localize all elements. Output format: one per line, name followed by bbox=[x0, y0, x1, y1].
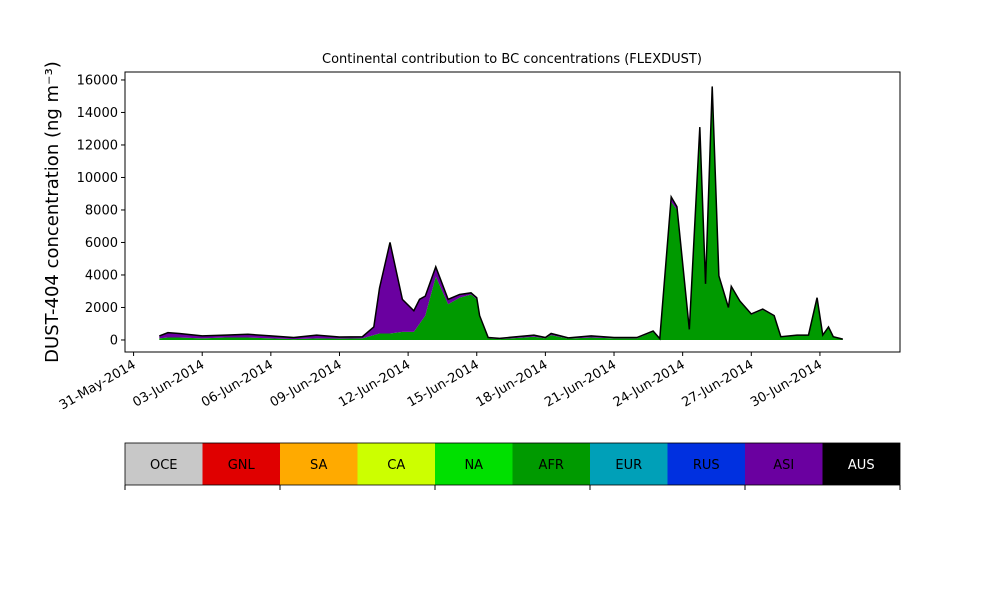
legend-frame bbox=[124, 442, 901, 486]
y-tick-label: 10000 bbox=[77, 171, 118, 186]
legend-swatch bbox=[280, 443, 358, 485]
x-tick-label: 15-Jun-2014 bbox=[405, 357, 482, 410]
legend-label: CA bbox=[387, 458, 405, 473]
y-tick-label: 4000 bbox=[85, 268, 118, 283]
legend-label: SA bbox=[310, 458, 327, 473]
x-tick-label: 30-Jun-2014 bbox=[748, 357, 825, 410]
total-outline bbox=[159, 86, 843, 341]
legend-label: NA bbox=[464, 458, 483, 473]
legend-swatch bbox=[357, 443, 435, 485]
x-tick-label: 12-Jun-2014 bbox=[336, 357, 413, 410]
plot-frame bbox=[124, 71, 901, 353]
y-tick-label: 12000 bbox=[77, 138, 118, 153]
legend-label: GNL bbox=[228, 458, 256, 473]
y-tick-label: 8000 bbox=[85, 203, 118, 218]
y-tick-label: 2000 bbox=[85, 301, 118, 316]
x-tick-label: 31-May-2014 bbox=[57, 357, 139, 413]
legend-swatch bbox=[435, 443, 513, 485]
legend-label: AUS bbox=[848, 458, 875, 473]
x-tick-label: 24-Jun-2014 bbox=[611, 357, 688, 410]
x-tick-label: 27-Jun-2014 bbox=[679, 357, 756, 410]
y-tick-label: 14000 bbox=[77, 106, 118, 121]
legend-label: ASI bbox=[773, 458, 794, 473]
y-axis-label: DUST-404 concentration (ng m⁻³) bbox=[42, 61, 63, 363]
area-afr bbox=[159, 88, 843, 340]
legend-label: AFR bbox=[539, 458, 564, 473]
legend-swatch bbox=[125, 443, 203, 485]
x-tick-label: 21-Jun-2014 bbox=[542, 357, 619, 410]
legend-label: OCE bbox=[150, 458, 178, 473]
chart-title: Continental contribution to BC concentra… bbox=[322, 52, 702, 67]
y-tick-label: 16000 bbox=[77, 73, 118, 88]
x-tick-label: 06-Jun-2014 bbox=[199, 357, 276, 410]
legend-label: RUS bbox=[693, 458, 720, 473]
x-tick-label: 18-Jun-2014 bbox=[474, 357, 551, 410]
y-tick-label: 0 bbox=[110, 333, 118, 348]
x-tick-label: 09-Jun-2014 bbox=[268, 357, 345, 410]
legend-swatch bbox=[202, 443, 280, 485]
legend-swatch bbox=[822, 443, 900, 485]
x-tick-label: 03-Jun-2014 bbox=[130, 357, 207, 410]
legend-label: EUR bbox=[615, 458, 642, 473]
legend-swatch bbox=[512, 443, 590, 485]
legend-swatch bbox=[745, 443, 823, 485]
legend-swatch bbox=[590, 443, 668, 485]
legend-swatch bbox=[667, 443, 745, 485]
y-tick-label: 6000 bbox=[85, 236, 118, 251]
